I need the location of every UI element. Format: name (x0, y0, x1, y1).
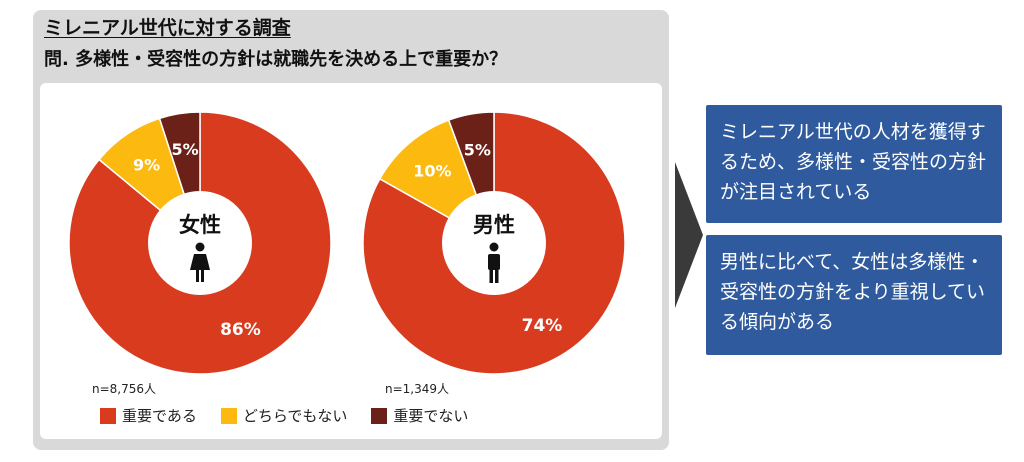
chart-legend: 重要である どちらでもない 重要でない (100, 405, 492, 426)
female-sample-size: n=8,756人 (92, 382, 157, 396)
survey-title: ミレニアル世代に対する調査 (44, 17, 291, 39)
male-slice-label-not-important: 5% (464, 140, 491, 159)
survey-question: 問. 多様性・受容性の方針は就職先を決める上で重要か？ (44, 49, 508, 70)
male-slice-important (362, 111, 626, 375)
male-slice-label-neutral: 10% (413, 162, 451, 181)
female-slice-label-important: 86% (220, 320, 261, 340)
legend-label-not-important: 重要でない (393, 407, 469, 425)
legend-swatch-neutral (220, 407, 237, 424)
male-donut-chart: 男性 74% 10% 5% (362, 111, 626, 375)
female-slice-label-neutral: 9% (133, 155, 160, 174)
male-center-label: 男性 (473, 213, 515, 237)
male-sample-size: n=1,349人 (385, 382, 450, 396)
legend-label-neutral: どちらでもない (242, 407, 348, 425)
legend-swatch-not-important (371, 407, 388, 424)
male-icon (488, 242, 500, 283)
female-icon (190, 242, 210, 282)
legend-item-important: 重要である (100, 405, 197, 426)
male-slice-label-important: 74% (522, 316, 563, 336)
arrow-right-icon (675, 162, 703, 308)
legend-item-not-important: 重要でない (371, 405, 468, 426)
legend-swatch-important (100, 407, 116, 424)
legend-label-important: 重要である (122, 407, 197, 425)
legend-item-neutral: どちらでもない (220, 405, 348, 426)
insight-box-1: ミレニアル世代の人材を獲得するため、多様性・受容性の方針が注目されている (706, 105, 1002, 223)
female-donut-chart: 女性 86% 9% 5% (68, 111, 332, 375)
female-center-label: 女性 (179, 213, 221, 237)
insight-box-2: 男性に比べて、女性は多様性・受容性の方針をより重視している傾向がある (706, 235, 1002, 355)
female-slice-label-not-important: 5% (172, 140, 199, 159)
